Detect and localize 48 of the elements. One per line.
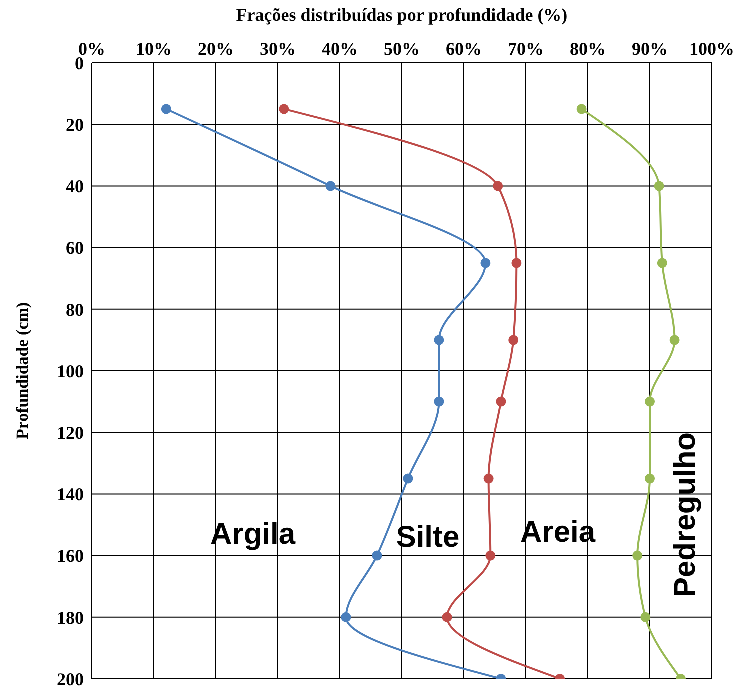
x-axis-title: Frações distribuídas por profundidade (%) — [236, 4, 568, 25]
y-tick-label: 20 — [66, 114, 84, 135]
y-tick-label: 60 — [66, 238, 84, 258]
point — [508, 335, 519, 346]
x-tick-label: 30% — [260, 39, 296, 59]
y-tick-label: 200 — [57, 669, 84, 690]
point — [434, 335, 444, 346]
point — [654, 181, 664, 192]
x-tick-label: 50% — [384, 39, 420, 59]
y-tick-label: 140 — [57, 484, 84, 505]
y-tick-label: 180 — [57, 608, 84, 628]
y-tick-label: 40 — [66, 176, 84, 197]
x-tick-label: 80% — [570, 39, 606, 59]
point — [372, 550, 382, 561]
y-tick-label: 100 — [57, 361, 84, 382]
x-tick-label: 70% — [508, 39, 544, 59]
point — [484, 474, 494, 484]
point — [576, 104, 587, 114]
point — [279, 104, 290, 114]
point — [493, 181, 504, 192]
x-tick-label: 100% — [690, 39, 734, 59]
point — [341, 612, 352, 622]
y-tick-label: 120 — [57, 422, 84, 443]
x-tick-label: 0% — [78, 39, 106, 59]
y-tick-label: 160 — [57, 546, 84, 566]
point — [161, 104, 172, 114]
point — [480, 258, 491, 268]
point — [632, 550, 643, 561]
point — [442, 612, 452, 622]
point — [326, 181, 336, 192]
point — [670, 335, 680, 346]
annotation: Pedregulho — [669, 432, 703, 598]
point — [496, 396, 506, 407]
point — [645, 396, 655, 407]
point — [657, 258, 668, 268]
x-tick-label: 40% — [322, 39, 358, 59]
point — [434, 396, 444, 407]
point — [645, 474, 655, 484]
y-axis-title: Profundidade (cm) — [13, 302, 32, 440]
x-tick-label: 90% — [632, 39, 668, 59]
point — [512, 258, 522, 268]
x-tick-label: 60% — [446, 39, 482, 59]
point — [403, 474, 414, 484]
y-tick-label: 80 — [66, 300, 84, 320]
x-tick-label: 10% — [136, 39, 172, 59]
point — [486, 550, 496, 561]
x-tick-label: 20% — [198, 39, 234, 59]
point — [640, 612, 651, 622]
